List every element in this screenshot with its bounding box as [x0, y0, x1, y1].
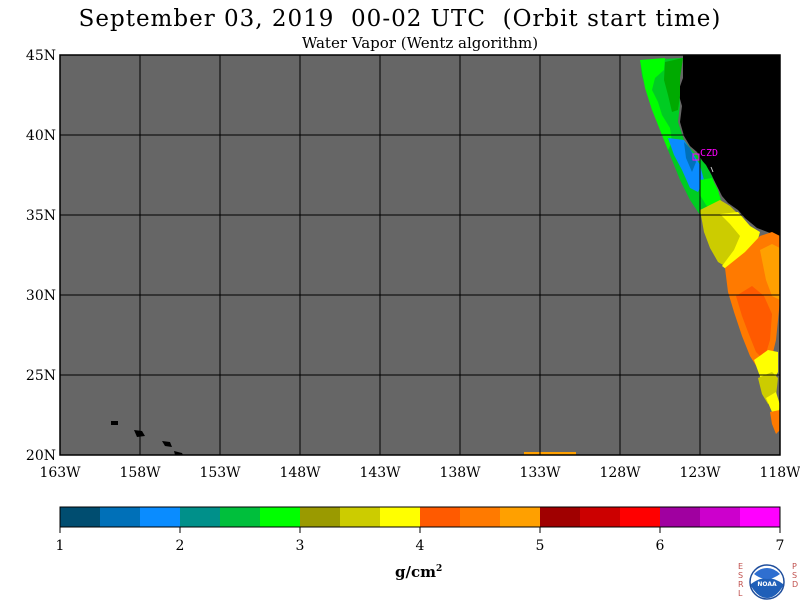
colorbar-swatch	[700, 507, 741, 527]
latitude-tick-label: 30N	[26, 288, 56, 304]
colorbar-swatch	[300, 507, 341, 527]
colorbar-swatch	[740, 507, 781, 527]
colorbar-tick-label: 4	[416, 538, 425, 554]
longitude-tick-label: 123W	[679, 465, 721, 481]
psd-letter: P	[792, 562, 797, 571]
colorbar-swatch	[380, 507, 421, 527]
colorbar-swatch	[620, 507, 661, 527]
colorbar-swatch	[100, 507, 141, 527]
longitude-tick-label: 163W	[39, 465, 81, 481]
longitude-tick-label: 138W	[439, 465, 481, 481]
longitude-tick-label: 153W	[199, 465, 241, 481]
colorbar-tick-label: 7	[776, 538, 785, 554]
map-subtitle: Water Vapor (Wentz algorithm)	[301, 34, 539, 52]
longitude-labels: 163W 158W 153W 148W 143W 138W 133W 128W 123W 118W	[39, 465, 800, 481]
latitude-tick-label: 35N	[26, 208, 56, 224]
station-label-czd: CZD	[700, 148, 718, 159]
colorbar-tick-label: 6	[656, 538, 665, 554]
colorbar-unit-label: g/cm2	[395, 563, 443, 581]
colorbar-tick-label: 1	[56, 538, 65, 554]
colorbar-swatch	[220, 507, 261, 527]
noaa-text: NOAA	[757, 581, 777, 588]
map-title: September 03, 2019 00-02 UTC (Orbit star…	[78, 6, 722, 32]
station-marker-czd	[692, 153, 714, 173]
longitude-tick-label: 118W	[759, 465, 800, 481]
esrl-letter: R	[738, 580, 744, 589]
latitude-tick-label: 20N	[26, 448, 56, 464]
colorbar-swatch	[660, 507, 701, 527]
latitude-tick-label: 25N	[26, 368, 56, 384]
colorbar-tick-label: 5	[536, 538, 545, 554]
colorbar-swatch	[420, 507, 461, 527]
longitude-tick-label: 158W	[119, 465, 161, 481]
lat-lon-grid	[60, 55, 780, 455]
psd-letter: D	[792, 580, 799, 589]
colorbar: 1 2 3 4 5 6 7	[56, 506, 785, 554]
map-frame	[59, 54, 781, 456]
noaa-seal-icon: NOAA	[749, 564, 785, 600]
colorbar-tick-label: 2	[176, 538, 185, 554]
water-vapor-swath	[524, 58, 780, 455]
longitude-tick-label: 143W	[359, 465, 401, 481]
latitude-tick-label: 45N	[26, 48, 56, 64]
esrl-letter: L	[738, 589, 743, 598]
colorbar-swatch	[140, 507, 181, 527]
longitude-tick-label: 133W	[519, 465, 561, 481]
psd-letter: S	[792, 571, 798, 580]
colorbar-swatch	[260, 507, 301, 527]
longitude-tick-label: 128W	[599, 465, 641, 481]
colorbar-swatch	[580, 507, 621, 527]
colorbar-swatch	[60, 507, 101, 527]
colorbar-swatch	[180, 507, 221, 527]
latitude-labels: 45N 40N 35N 30N 25N 20N	[26, 48, 56, 464]
colorbar-tick-label: 3	[296, 538, 305, 554]
colorbar-swatch	[500, 507, 541, 527]
land-mass	[678, 55, 780, 236]
esrl-letter: S	[738, 571, 744, 580]
longitude-tick-label: 148W	[279, 465, 321, 481]
colorbar-swatch	[340, 507, 381, 527]
colorbar-swatch	[540, 507, 581, 527]
colorbar-swatch	[460, 507, 501, 527]
latitude-tick-label: 40N	[26, 128, 56, 144]
esrl-letter: E	[738, 562, 744, 571]
